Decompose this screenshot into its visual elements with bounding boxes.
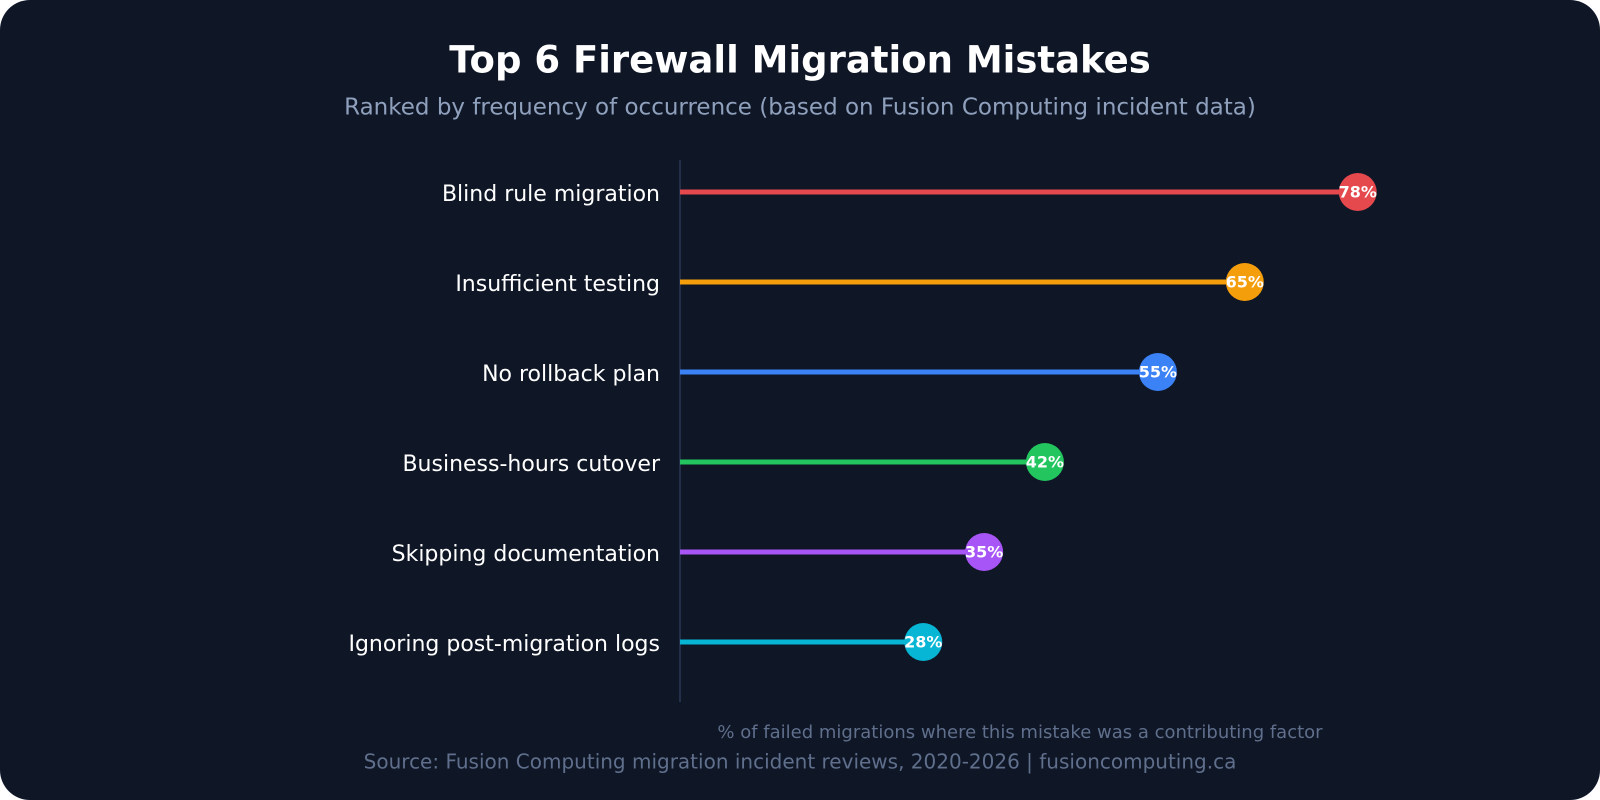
- x-axis-label: % of failed migrations where this mistak…: [717, 722, 1323, 743]
- category-label: Insufficient testing: [455, 272, 660, 297]
- data-label: 65%: [1226, 273, 1264, 292]
- chart-title: Top 6 Firewall Migration Mistakes: [449, 39, 1151, 82]
- category-label: Business-hours cutover: [402, 452, 660, 477]
- category-label: Blind rule migration: [442, 182, 660, 207]
- data-label: 35%: [965, 543, 1003, 562]
- dot: [1025, 443, 1064, 481]
- dot: [1138, 353, 1177, 391]
- data-label: 78%: [1339, 183, 1377, 202]
- source-note: Source: Fusion Computing migration incid…: [364, 750, 1237, 774]
- dot: [904, 623, 943, 661]
- data-label: 28%: [904, 633, 942, 652]
- dot: [1225, 263, 1264, 301]
- data-label: 55%: [1139, 363, 1177, 382]
- dot: [965, 533, 1004, 571]
- chart-subtitle: Ranked by frequency of occurrence (based…: [344, 95, 1256, 121]
- category-label: Skipping documentation: [392, 542, 660, 567]
- data-label: 42%: [1026, 453, 1064, 472]
- dot: [1338, 173, 1377, 211]
- category-label: No rollback plan: [482, 362, 660, 387]
- category-label: Ignoring post-migration logs: [348, 632, 660, 657]
